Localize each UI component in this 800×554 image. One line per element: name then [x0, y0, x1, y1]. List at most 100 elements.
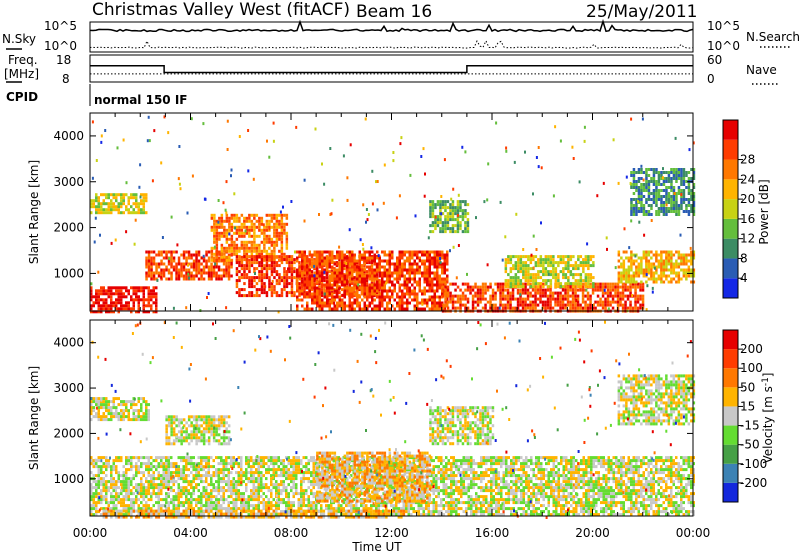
heatmap-cell: [215, 271, 218, 275]
heatmap-cell: [112, 495, 115, 499]
heatmap-cell: [514, 261, 518, 265]
heatmap-cell: [160, 489, 163, 493]
heatmap-cell: [479, 297, 482, 301]
heatmap-cell: [341, 265, 344, 269]
heatmap-cell: [631, 282, 635, 286]
heatmap-cell: [446, 277, 449, 281]
heatmap-cell: [160, 259, 163, 263]
heatmap-cell: [172, 250, 176, 254]
heatmap-cell: [215, 219, 219, 223]
heatmap-cell: [205, 474, 208, 478]
heatmap-cell: [162, 250, 166, 254]
heatmap-cell: [155, 271, 158, 275]
heatmap-cell: [665, 203, 668, 207]
heatmap-cell: [125, 504, 128, 508]
heatmap-cell: [660, 256, 663, 260]
heatmap-cell: [539, 285, 542, 289]
heatmap-cell: [642, 171, 646, 174]
heatmap-cell: [91, 176, 94, 180]
heatmap-cell: [285, 282, 289, 286]
heatmap-cell: [662, 280, 666, 284]
heatmap-cell: [235, 246, 239, 250]
heatmap-cell: [105, 495, 108, 499]
heatmap-cell: [263, 225, 266, 229]
heatmap-cell: [557, 276, 560, 280]
heatmap-cell: [611, 300, 615, 304]
heatmap-cell: [436, 253, 439, 257]
heatmap-cell: [428, 277, 431, 281]
heatmap-cell: [323, 292, 326, 296]
heatmap-cell: [220, 277, 223, 281]
heatmap-cell: [423, 301, 426, 305]
heatmap-cell: [522, 264, 525, 268]
heatmap-cell: [230, 262, 233, 266]
heatmap-cell: [421, 271, 424, 275]
heatmap-cell: [92, 459, 95, 463]
heatmap-cell: [576, 303, 580, 307]
heatmap-cell: [150, 486, 153, 490]
heatmap-cell: [115, 304, 118, 308]
heatmap-cell: [436, 280, 439, 284]
heatmap-cell: [604, 291, 607, 295]
heatmap-cell: [175, 507, 178, 511]
heatmap-cell: [175, 492, 178, 496]
heatmap-cell: [112, 205, 115, 209]
heatmap-cell: [290, 276, 294, 280]
heatmap-cell: [336, 301, 339, 305]
heatmap-cell: [275, 261, 279, 265]
heatmap-cell: [687, 204, 691, 207]
heatmap-cell: [100, 140, 103, 144]
heatmap-cell: [270, 282, 274, 286]
heatmap-cell: [147, 271, 151, 275]
heatmap-cell: [619, 297, 622, 301]
heatmap-cell: [559, 258, 563, 262]
heatmap-cell: [316, 292, 319, 296]
heatmap-cell: [514, 273, 518, 277]
heatmap-cell: [294, 250, 296, 254]
heatmap-cell: [233, 216, 236, 220]
heatmap-cell: [205, 504, 208, 508]
heatmap-cell: [551, 294, 555, 298]
heatmap-cell: [416, 280, 419, 284]
heatmap-cell: [225, 258, 229, 262]
heatmap-cell: [225, 219, 229, 223]
heatmap-cell: [626, 288, 630, 292]
heatmap-cell: [614, 285, 617, 289]
heatmap-cell: [519, 282, 523, 286]
heatmap-cell: [127, 456, 130, 460]
heatmap-cell: [215, 274, 218, 278]
heatmap-cell: [564, 285, 567, 289]
heatmap-cell: [127, 480, 130, 484]
heatmap-cell: [122, 307, 125, 311]
heatmap-cell: [155, 483, 158, 487]
heatmap-cell: [306, 292, 309, 296]
heatmap-cell: [122, 304, 125, 308]
heatmap-cell: [530, 253, 533, 257]
heatmap-cell: [461, 218, 465, 222]
heatmap-cell: [685, 253, 688, 257]
heatmap-cell: [532, 258, 535, 262]
heatmap-cell: [318, 262, 321, 266]
heatmap-cell: [665, 186, 668, 189]
heatmap-cell: [160, 161, 163, 165]
heatmap-cell: [278, 219, 281, 223]
heatmap-cell: [268, 282, 271, 286]
heatmap-cell: [127, 477, 130, 481]
heatmap-cell: [270, 291, 274, 295]
heatmap-cell: [368, 292, 371, 296]
heatmap-cell: [223, 225, 226, 229]
heatmap-cell: [220, 216, 224, 220]
heatmap-cell: [225, 246, 229, 250]
heatmap-cell: [507, 255, 510, 259]
heatmap-cell: [665, 262, 668, 266]
heatmap-cell: [338, 295, 341, 299]
heatmap-cell: [160, 462, 163, 466]
heatmap-cell: [212, 483, 215, 487]
heatmap-cell: [210, 465, 213, 469]
heatmap-cell: [499, 285, 502, 289]
heatmap-cell: [592, 285, 595, 289]
heatmap-cell: [155, 307, 158, 311]
heatmap-cell: [434, 227, 437, 231]
heatmap-cell: [125, 495, 128, 499]
heatmap-cell: [650, 213, 653, 216]
